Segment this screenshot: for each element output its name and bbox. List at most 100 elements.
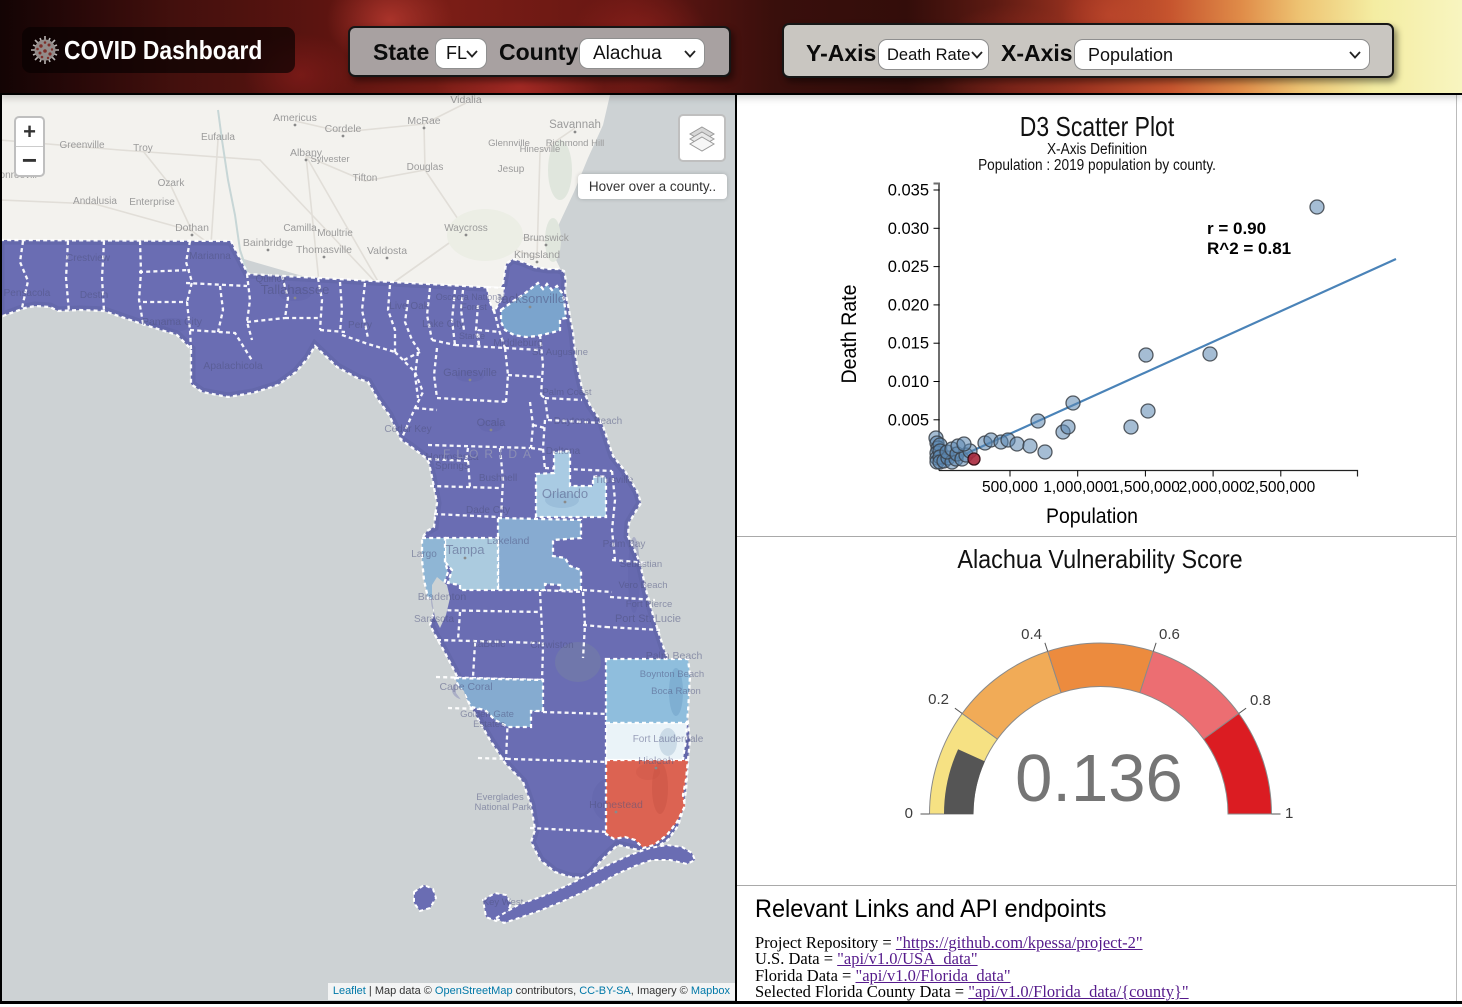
svg-text:Daytona Beach: Daytona Beach bbox=[554, 416, 622, 427]
svg-text:0.020: 0.020 bbox=[888, 296, 929, 314]
svg-text:0.8: 0.8 bbox=[1250, 692, 1271, 709]
svg-text:Troy: Troy bbox=[133, 143, 153, 154]
svg-text:Bushnell: Bushnell bbox=[479, 473, 517, 484]
svg-text:Live Oak: Live Oak bbox=[389, 301, 429, 312]
svg-text:Lake City: Lake City bbox=[422, 319, 464, 330]
svg-text:FLORIDA: FLORIDA bbox=[443, 447, 537, 461]
svg-text:Marianna: Marianna bbox=[189, 251, 231, 262]
svg-text:Jacksonville: Jacksonville bbox=[495, 291, 565, 306]
svg-text:0.025: 0.025 bbox=[888, 258, 929, 276]
svg-text:r = 0.90: r = 0.90 bbox=[1207, 219, 1266, 238]
svg-text:Cordele: Cordele bbox=[325, 123, 362, 135]
svg-text:0.4: 0.4 bbox=[1021, 626, 1042, 643]
svg-text:0.136: 0.136 bbox=[1015, 741, 1183, 816]
svg-text:Ozark: Ozark bbox=[158, 178, 186, 189]
svg-text:Sarasota: Sarasota bbox=[414, 614, 454, 625]
svg-text:Fort Lauderdale: Fort Lauderdale bbox=[633, 734, 704, 745]
svg-text:Pensacola: Pensacola bbox=[4, 288, 51, 299]
svg-text:0.6: 0.6 bbox=[1159, 626, 1180, 643]
svg-text:Key West: Key West bbox=[483, 897, 524, 908]
svg-text:Vidalia: Vidalia bbox=[450, 95, 481, 106]
svg-text:Palm Beach: Palm Beach bbox=[646, 650, 703, 662]
svg-text:Andalusia: Andalusia bbox=[73, 196, 117, 207]
svg-text:Dothan: Dothan bbox=[175, 222, 209, 234]
svg-text:Lakeland: Lakeland bbox=[487, 535, 530, 547]
svg-text:LaBelle: LaBelle bbox=[472, 639, 506, 650]
svg-text:Eufaula: Eufaula bbox=[201, 132, 235, 143]
svg-text:2,000,000: 2,000,000 bbox=[1179, 479, 1248, 496]
svg-text:1,000,000: 1,000,000 bbox=[1043, 479, 1112, 496]
svg-text:Forest: Forest bbox=[461, 302, 487, 312]
svg-text:Port St. Lucie: Port St. Lucie bbox=[615, 613, 681, 625]
svg-text:Sylvester: Sylvester bbox=[310, 154, 349, 165]
svg-text:Tampa: Tampa bbox=[445, 542, 485, 557]
svg-text:0.030: 0.030 bbox=[888, 220, 929, 238]
svg-text:Destin: Destin bbox=[80, 290, 108, 301]
svg-text:Springs: Springs bbox=[435, 461, 469, 472]
svg-text:Greenville: Greenville bbox=[59, 140, 104, 151]
svg-text:Boynton Beach: Boynton Beach bbox=[640, 669, 704, 680]
svg-text:Clewiston: Clewiston bbox=[530, 640, 573, 651]
svg-text:Vero Beach: Vero Beach bbox=[618, 580, 667, 591]
svg-text:2,500,000: 2,500,000 bbox=[1246, 479, 1315, 496]
svg-text:Cape Coral: Cape Coral bbox=[439, 681, 492, 693]
svg-text:Crestview: Crestview bbox=[66, 253, 111, 264]
svg-text:0.015: 0.015 bbox=[888, 335, 929, 353]
svg-text:Camilla: Camilla bbox=[283, 223, 317, 234]
svg-text:0.010: 0.010 bbox=[888, 373, 929, 391]
svg-text:0.005: 0.005 bbox=[888, 411, 929, 429]
svg-text:Apalachicola: Apalachicola bbox=[203, 360, 263, 372]
svg-text:R^2 = 0.81: R^2 = 0.81 bbox=[1207, 239, 1291, 258]
svg-text:St. Augustine: St. Augustine bbox=[532, 347, 588, 358]
svg-text:Everglades: Everglades bbox=[476, 792, 524, 803]
svg-text:National Park: National Park bbox=[474, 802, 531, 813]
svg-text:Homestead: Homestead bbox=[589, 799, 643, 811]
svg-text:Hinesville: Hinesville bbox=[520, 144, 561, 155]
svg-text:Gainesville: Gainesville bbox=[443, 367, 497, 379]
svg-text:500,000: 500,000 bbox=[982, 479, 1038, 496]
svg-text:Deltona: Deltona bbox=[546, 446, 581, 457]
svg-text:Osceola National: Osceola National bbox=[436, 292, 505, 302]
svg-text:Glennville: Glennville bbox=[488, 138, 530, 149]
svg-text:Thomasville: Thomasville bbox=[296, 244, 352, 256]
svg-text:Orlando: Orlando bbox=[542, 486, 588, 501]
svg-text:McRae: McRae bbox=[407, 115, 440, 127]
svg-text:Boca Raton: Boca Raton bbox=[651, 686, 701, 697]
svg-text:Largo: Largo bbox=[411, 549, 437, 560]
svg-text:Kingsland: Kingsland bbox=[514, 249, 560, 261]
svg-text:Tifton: Tifton bbox=[353, 173, 378, 184]
svg-text:Waycross: Waycross bbox=[444, 223, 488, 234]
svg-text:Albany: Albany bbox=[290, 147, 323, 159]
svg-text:Tallahassee: Tallahassee bbox=[261, 282, 330, 297]
svg-text:Population: Population bbox=[1046, 505, 1138, 528]
svg-text:Douglas: Douglas bbox=[407, 162, 444, 173]
svg-text:Panama City: Panama City bbox=[142, 316, 203, 328]
svg-text:Americus: Americus bbox=[273, 112, 317, 124]
svg-text:Hialeah: Hialeah bbox=[638, 755, 674, 767]
svg-text:Richmond Hill: Richmond Hill bbox=[546, 138, 605, 149]
svg-text:Moultrie: Moultrie bbox=[317, 228, 353, 239]
svg-text:Estates: Estates bbox=[473, 719, 505, 730]
svg-text:Middleburg: Middleburg bbox=[493, 338, 542, 349]
svg-text:Palm Coast: Palm Coast bbox=[542, 387, 591, 398]
svg-text:Starke: Starke bbox=[459, 331, 485, 341]
svg-text:Jesup: Jesup bbox=[498, 164, 525, 175]
svg-text:0: 0 bbox=[905, 805, 913, 822]
svg-text:Perry: Perry bbox=[348, 320, 372, 331]
svg-text:Dade City: Dade City bbox=[466, 505, 510, 516]
svg-text:Bradenton: Bradenton bbox=[418, 591, 467, 603]
svg-text:Ocala: Ocala bbox=[477, 417, 507, 429]
svg-text:Valdosta: Valdosta bbox=[367, 245, 407, 257]
svg-text:Homosassa: Homosassa bbox=[426, 452, 479, 463]
svg-text:0.2: 0.2 bbox=[928, 691, 949, 708]
svg-text:Enterprise: Enterprise bbox=[129, 197, 175, 208]
svg-text:1,500,000: 1,500,000 bbox=[1111, 479, 1180, 496]
svg-text:Savannah: Savannah bbox=[549, 119, 601, 131]
svg-text:Sebastian: Sebastian bbox=[620, 559, 662, 570]
svg-text:Quincy: Quincy bbox=[255, 274, 286, 285]
svg-text:Bainbridge: Bainbridge bbox=[243, 237, 293, 249]
svg-text:1: 1 bbox=[1285, 805, 1293, 822]
svg-text:Titusville: Titusville bbox=[595, 475, 634, 486]
svg-text:Brunswick: Brunswick bbox=[523, 233, 570, 244]
svg-text:0.035: 0.035 bbox=[888, 182, 929, 200]
